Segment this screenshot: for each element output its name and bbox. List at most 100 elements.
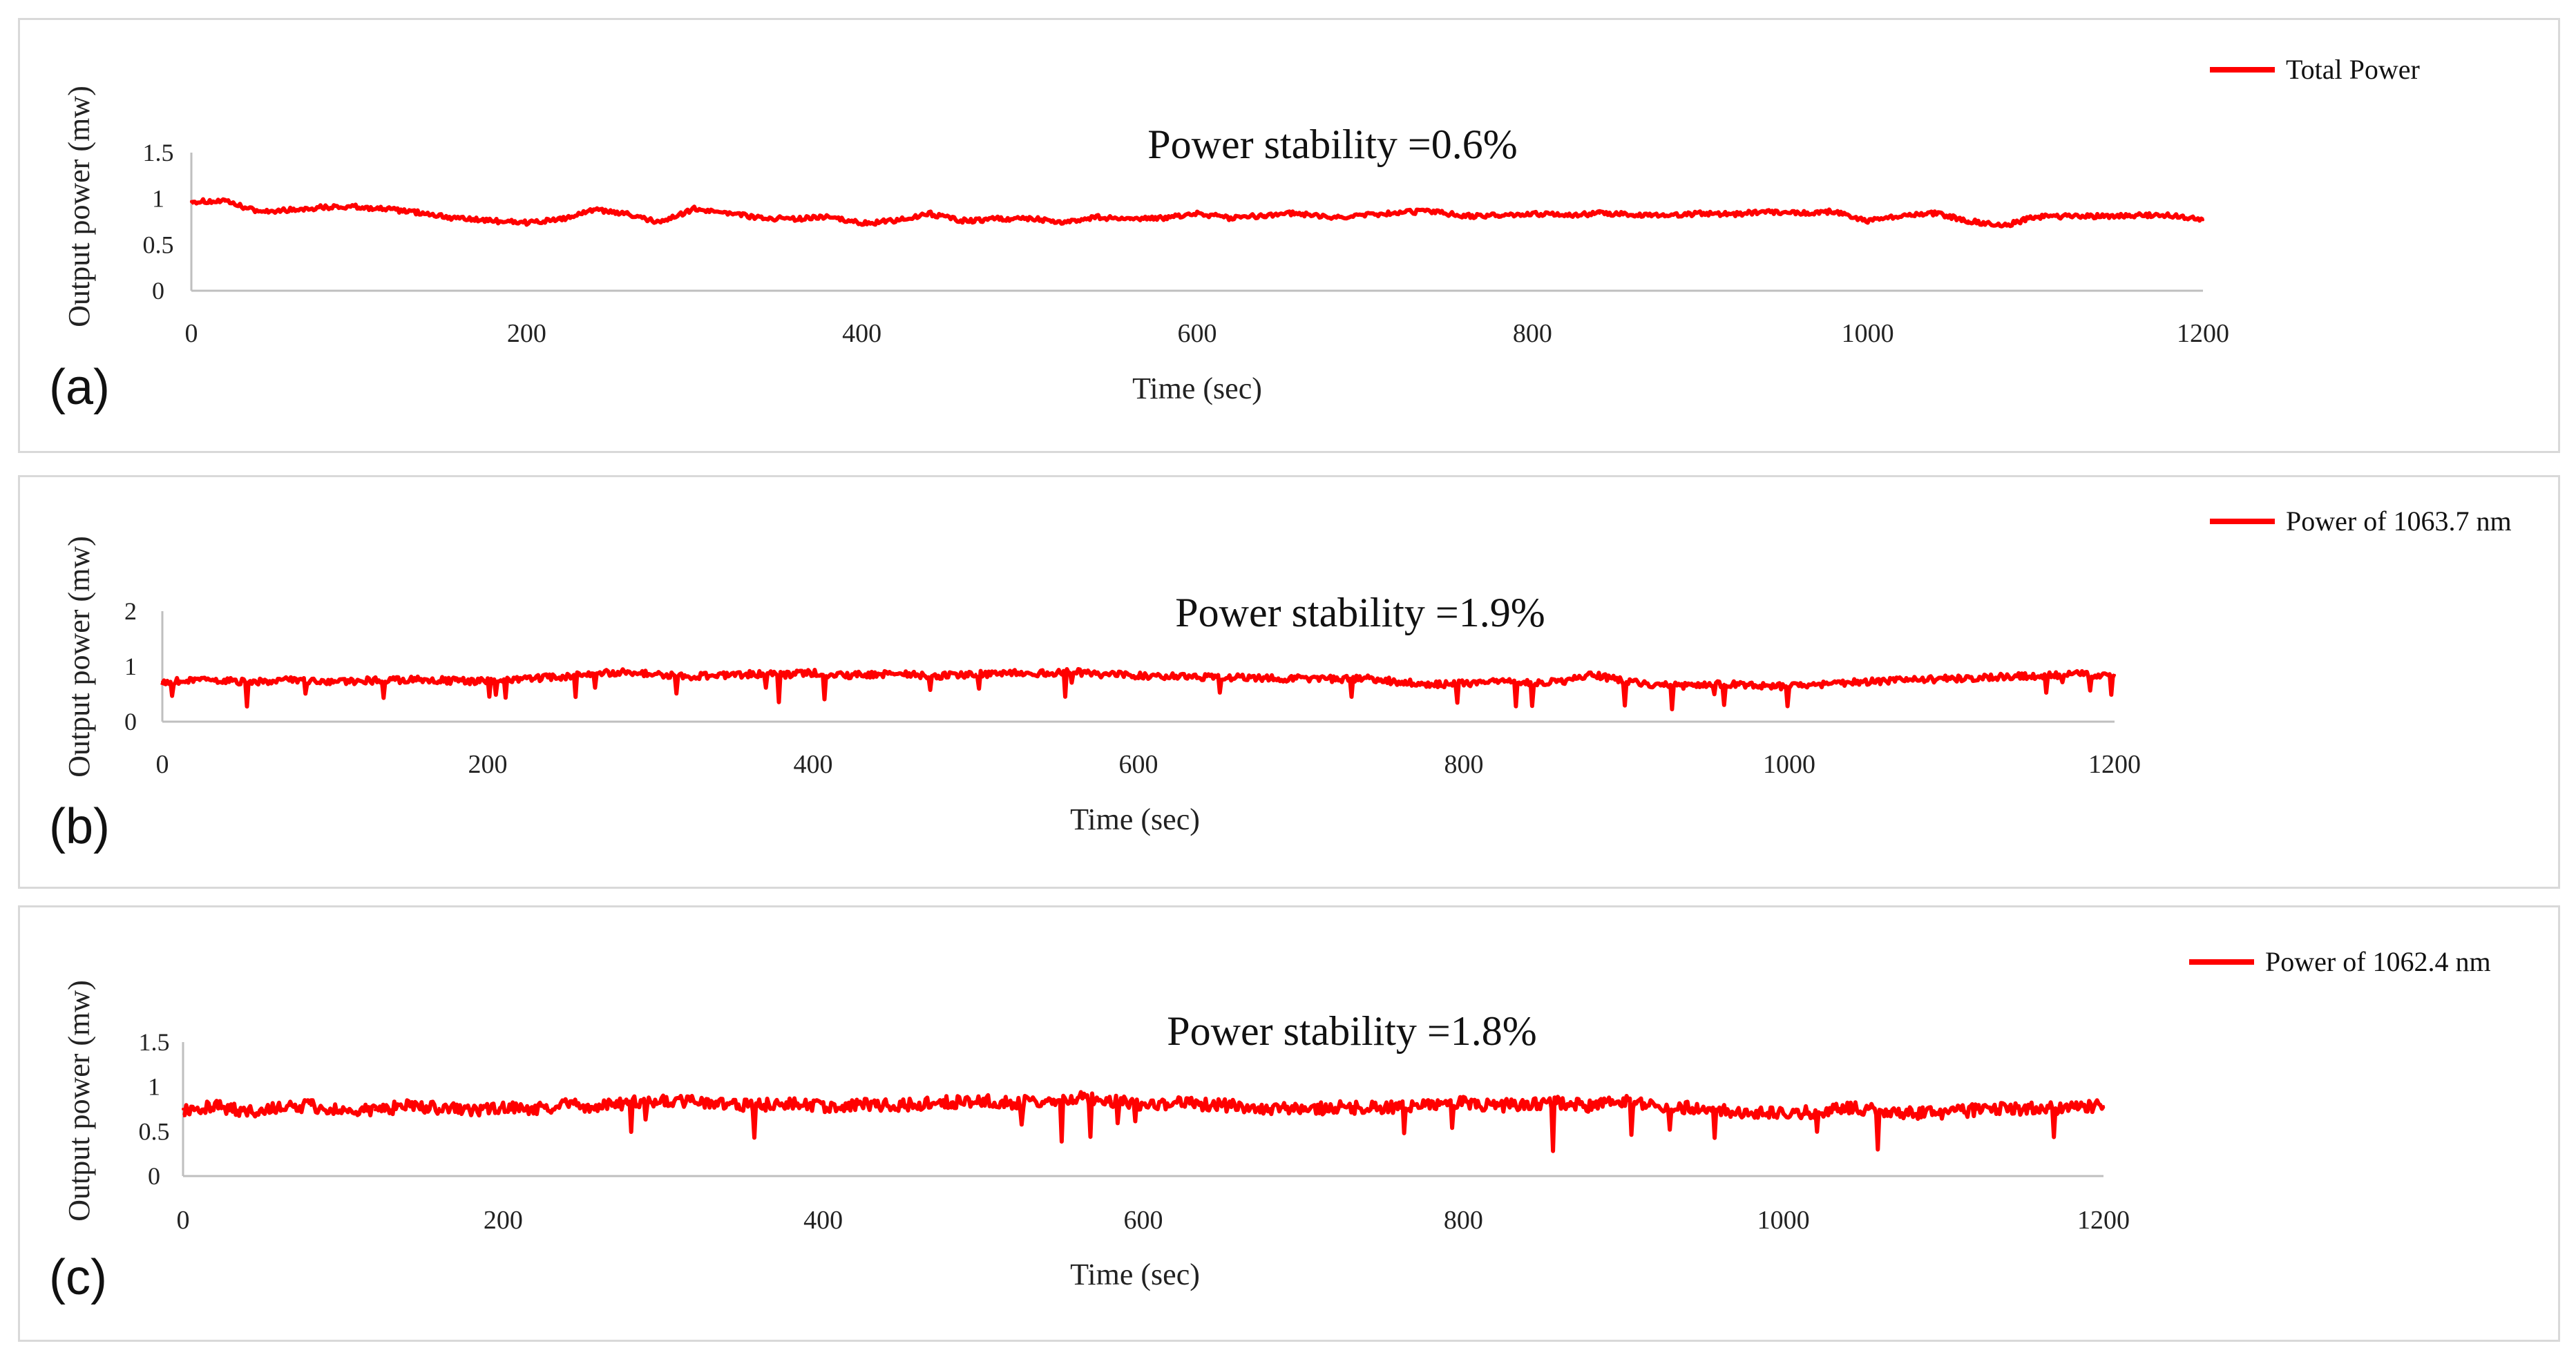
power-stability-annotation: Power stability =1.8% xyxy=(1167,1008,1536,1054)
chart-panel-a: 0 0.5 1 1.5 0 200 400 600 800 1000 1200 Time (sec) O… xyxy=(18,18,2560,453)
data-point xyxy=(649,673,652,676)
data-point xyxy=(2070,1106,2073,1109)
data-point xyxy=(909,673,913,676)
data-point xyxy=(1238,1105,1241,1108)
chart-a: 0 0.5 1 1.5 0 200 400 600 800 1000 1200 Time (sec) O… xyxy=(49,54,2420,415)
panel-label: (b) xyxy=(49,799,110,854)
y-tick-label: 1 xyxy=(148,1073,160,1101)
data-point xyxy=(1755,684,1758,687)
data-point xyxy=(2067,215,2070,218)
data-point xyxy=(1853,680,1856,684)
data-point xyxy=(1039,672,1042,675)
data-point xyxy=(779,673,782,676)
data-point xyxy=(625,213,629,216)
x-tick-label: 800 xyxy=(1513,319,1552,348)
data-point xyxy=(1918,678,1921,682)
data-point xyxy=(223,200,227,203)
data-point xyxy=(1494,1104,1497,1107)
data-point xyxy=(1950,677,1954,680)
data-point xyxy=(1866,219,1869,222)
x-tick-label: 0 xyxy=(156,750,169,779)
data-point xyxy=(2080,673,2083,676)
x-tick-label: 1000 xyxy=(1757,1206,1810,1235)
y-tick-label: 0 xyxy=(124,708,137,735)
data-point xyxy=(421,678,424,682)
y-tick-label: 2 xyxy=(124,597,137,625)
chart-b: 0 1 2 0 200 400 600 800 1000 1200 Time (sec) Output… xyxy=(49,506,2512,854)
data-point xyxy=(1464,215,1467,218)
panel-label: (a) xyxy=(49,360,110,415)
data-point xyxy=(2006,1106,2009,1110)
x-tick-label: 800 xyxy=(1444,1206,1483,1235)
data-point xyxy=(1631,213,1634,216)
data-point xyxy=(725,1103,729,1106)
data-point xyxy=(1750,1110,1753,1113)
data-point xyxy=(193,679,197,682)
y-tick-label: 0.5 xyxy=(143,231,174,258)
data-point xyxy=(213,1105,217,1108)
data-point xyxy=(182,1108,184,1110)
data-point xyxy=(1137,673,1140,677)
data-point xyxy=(2038,1108,2041,1110)
data-point xyxy=(1299,676,1303,680)
data-point xyxy=(161,680,164,684)
data-point xyxy=(2202,218,2204,222)
x-axis-label: Time (sec) xyxy=(1070,802,1200,836)
data-point xyxy=(1270,1106,1273,1110)
data-point xyxy=(693,207,696,211)
data-point xyxy=(1301,1108,1305,1112)
data-point xyxy=(2102,1105,2105,1108)
data-point xyxy=(1526,1103,1529,1106)
data-point xyxy=(1196,212,1199,215)
data-point xyxy=(746,673,750,676)
data-point xyxy=(1334,1106,1337,1109)
data-point xyxy=(1718,1108,1721,1112)
data-point xyxy=(1665,215,1668,218)
data-point xyxy=(1495,680,1498,684)
data-point xyxy=(877,673,880,676)
data-point xyxy=(1910,1112,1913,1115)
data-point xyxy=(1109,1099,1113,1103)
data-point xyxy=(424,212,428,215)
data-point xyxy=(1814,1110,1817,1113)
data-point xyxy=(1006,671,1010,675)
data-point xyxy=(860,222,864,225)
data-point xyxy=(1095,215,1098,219)
chart-c: 0 0.5 1 1.5 0 200 400 600 800 1000 1200 Time (sec) O… xyxy=(49,946,2491,1305)
data-point xyxy=(760,216,763,220)
data-point xyxy=(1560,680,1563,684)
data-point xyxy=(1429,682,1433,686)
data-point xyxy=(994,218,998,220)
data-point xyxy=(1061,221,1065,224)
data-point xyxy=(1332,677,1335,681)
y-tick-label: 0 xyxy=(148,1162,160,1190)
data-point xyxy=(1625,680,1628,684)
panel-label: (c) xyxy=(49,1250,107,1305)
data-point xyxy=(1942,1111,1945,1115)
data-point xyxy=(566,1103,569,1106)
data-point xyxy=(324,205,327,209)
x-tick-label: 1000 xyxy=(1842,319,1894,348)
data-point xyxy=(1296,212,1299,215)
data-point xyxy=(1174,1101,1177,1104)
data-point xyxy=(2015,675,2019,678)
data-point xyxy=(1598,212,1601,215)
data-point xyxy=(1622,1099,1625,1103)
data-point xyxy=(844,673,848,677)
x-tick-label: 1200 xyxy=(2088,750,2141,779)
data-point xyxy=(1104,673,1107,676)
series-line xyxy=(189,197,2204,229)
data-point xyxy=(519,677,522,680)
data-point xyxy=(584,673,587,676)
data-point xyxy=(226,679,229,682)
data-point xyxy=(1590,1105,1593,1108)
data-point xyxy=(391,208,394,211)
data-point xyxy=(714,673,717,677)
y-tick-label: 1.5 xyxy=(143,139,174,166)
data-point xyxy=(1558,1101,1561,1104)
x-tick-label: 1000 xyxy=(1763,750,1815,779)
data-point xyxy=(341,1110,345,1113)
data-point xyxy=(291,678,294,682)
y-tick-label: 0.5 xyxy=(139,1117,170,1145)
data-point xyxy=(1531,212,1534,215)
